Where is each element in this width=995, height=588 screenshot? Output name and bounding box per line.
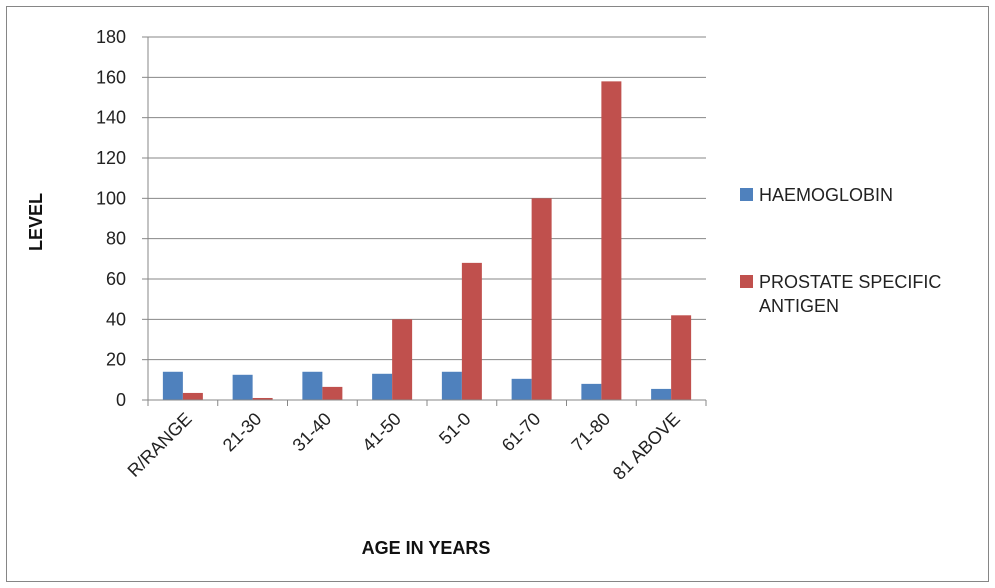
bar-haemoglobin — [372, 373, 393, 400]
x-tick-label: 81 ABOVE — [609, 409, 684, 484]
bar-haemoglobin — [581, 383, 602, 400]
y-tick-label: 180 — [96, 27, 126, 47]
y-tick-label: 100 — [96, 188, 126, 208]
bar-haemoglobin — [162, 371, 183, 400]
bar-prostate-specific-antigen — [601, 81, 622, 400]
x-axis-title: AGE IN YEARS — [362, 538, 491, 558]
x-tick-label: 61-70 — [498, 409, 545, 456]
legend: HAEMOGLOBIN PROSTATE SPECIFIC ANTIGEN — [740, 185, 941, 316]
gridlines — [148, 36, 706, 361]
y-tick-label: 120 — [96, 148, 126, 168]
bars — [162, 81, 692, 400]
y-tick-labels: 0 20 40 60 80 100 120 140 160 180 — [96, 27, 126, 410]
y-tick-label: 140 — [96, 108, 126, 128]
legend-label: HAEMOGLOBIN — [759, 185, 893, 205]
y-tick-label: 60 — [106, 269, 126, 289]
y-tick-label: 0 — [116, 390, 126, 410]
legend-label: PROSTATE SPECIFIC ANTIGEN — [759, 272, 941, 316]
legend-swatch — [740, 275, 753, 288]
y-axis-title: LEVEL — [26, 193, 46, 251]
chart-frame — [6, 6, 989, 582]
x-tick-label: 41-50 — [358, 409, 405, 456]
legend-swatch — [740, 188, 753, 201]
bar-prostate-specific-antigen — [182, 392, 203, 400]
bar-haemoglobin — [651, 388, 672, 400]
bar-haemoglobin — [511, 378, 532, 400]
bar-prostate-specific-antigen — [252, 397, 273, 400]
x-tick-label: 51-0 — [435, 409, 475, 449]
bar-haemoglobin — [441, 371, 462, 400]
bar-prostate-specific-antigen — [531, 198, 552, 400]
bar-prostate-specific-antigen — [322, 386, 343, 400]
y-tick-label: 40 — [106, 309, 126, 329]
bar-haemoglobin — [302, 371, 323, 400]
bar-prostate-specific-antigen — [671, 315, 692, 400]
x-tick-label: 21-30 — [219, 409, 266, 456]
axes — [142, 36, 707, 406]
y-tick-label: 80 — [106, 229, 126, 249]
bar-haemoglobin — [232, 374, 253, 400]
bar-prostate-specific-antigen — [392, 319, 413, 400]
bar-prostate-specific-antigen — [461, 262, 482, 400]
x-tick-label: R/RANGE — [124, 409, 196, 481]
x-tick-label: 31-40 — [289, 409, 336, 456]
x-tick-label: 71-80 — [568, 409, 615, 456]
y-tick-label: 160 — [96, 67, 126, 87]
y-tick-label: 20 — [106, 350, 126, 370]
